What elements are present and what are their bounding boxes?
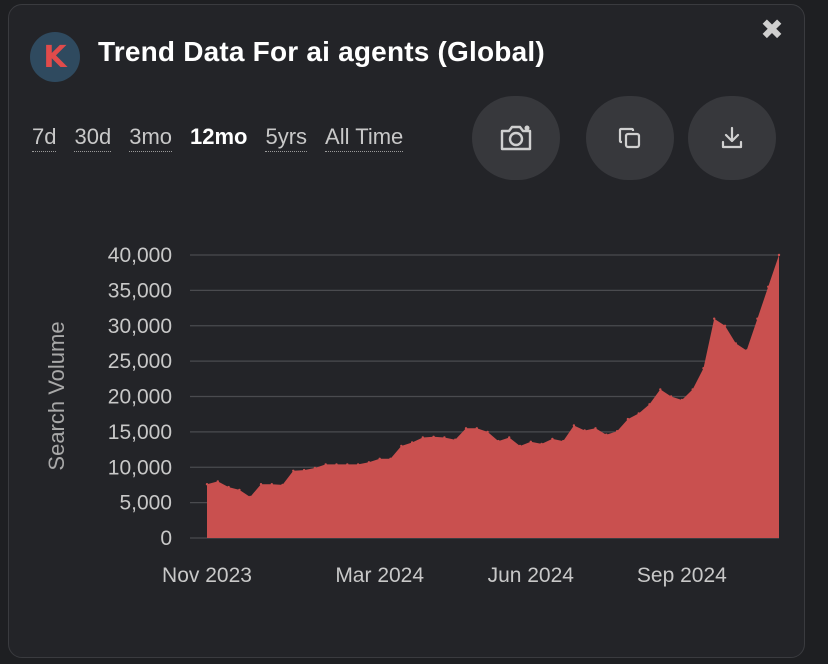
range-3mo[interactable]: 3mo	[129, 124, 172, 152]
download-button[interactable]	[688, 96, 776, 180]
y-axis-label: Search Volume	[44, 321, 69, 470]
data-point	[723, 324, 727, 327]
data-point	[410, 441, 414, 444]
search-volume-area	[207, 255, 779, 538]
data-point	[551, 437, 554, 441]
card-title: Trend Data For ai agents (Global)	[98, 36, 545, 67]
data-point	[367, 461, 371, 464]
data-point	[767, 285, 770, 288]
data-point	[648, 403, 651, 406]
data-point	[292, 469, 295, 472]
data-point	[680, 398, 684, 402]
data-point	[583, 429, 586, 432]
data-point	[777, 253, 781, 257]
data-point	[713, 317, 716, 320]
data-point	[669, 395, 673, 398]
y-tick-label: 10,000	[108, 456, 172, 479]
x-tick-label: Mar 2024	[335, 564, 424, 587]
copy-icon	[618, 127, 641, 149]
logo-letter: K	[43, 39, 67, 75]
data-point	[562, 439, 565, 443]
data-point	[475, 427, 478, 430]
data-point	[216, 480, 219, 483]
screenshot-button[interactable]	[472, 96, 560, 180]
data-point	[637, 412, 640, 415]
y-tick-label: 5,000	[119, 492, 172, 515]
camera-icon	[500, 125, 532, 151]
y-tick-label: 30,000	[108, 315, 172, 338]
data-point	[421, 436, 424, 439]
data-point	[518, 444, 522, 448]
data-point	[270, 483, 273, 486]
data-point	[615, 430, 619, 433]
data-point	[378, 457, 381, 460]
data-point	[259, 483, 263, 486]
y-tick-label: 0	[160, 527, 172, 550]
data-point	[497, 439, 500, 443]
data-point	[605, 433, 608, 436]
data-point	[529, 440, 532, 443]
data-point	[302, 468, 306, 472]
range-all-time[interactable]: All Time	[325, 124, 404, 152]
data-point	[454, 438, 457, 441]
data-point	[594, 427, 597, 430]
brand-logo: K	[30, 32, 80, 82]
copy-button[interactable]	[586, 96, 674, 180]
y-tick-label: 15,000	[108, 421, 172, 444]
data-point	[432, 435, 435, 438]
data-point	[249, 495, 252, 499]
data-point	[486, 430, 489, 434]
range-12mo[interactable]: 12mo	[190, 124, 248, 149]
data-point	[227, 485, 230, 489]
range-5yrs[interactable]: 5yrs	[265, 124, 308, 152]
data-point	[356, 463, 360, 466]
x-tick-label: Nov 2023	[162, 564, 252, 587]
y-tick-label: 20,000	[108, 386, 172, 409]
data-point	[205, 483, 209, 486]
data-point	[313, 466, 317, 470]
data-point	[756, 317, 759, 320]
range-7d[interactable]: 7d	[32, 124, 57, 152]
x-tick-label: Sep 2024	[637, 564, 727, 587]
x-tick-label: Jun 2024	[488, 564, 575, 587]
trend-card	[8, 4, 805, 658]
data-point	[443, 436, 446, 439]
data-point	[745, 349, 748, 352]
y-tick-label: 25,000	[108, 350, 172, 373]
close-icon[interactable]: ✖	[760, 14, 784, 45]
data-point	[346, 463, 349, 466]
data-point	[400, 444, 403, 448]
y-tick-label: 35,000	[108, 279, 172, 302]
data-point	[238, 488, 241, 492]
data-point	[659, 388, 662, 391]
data-point	[281, 483, 284, 487]
data-point	[691, 388, 694, 391]
data-point	[734, 342, 737, 345]
y-tick-label: 40,000	[108, 244, 172, 267]
data-point	[572, 424, 576, 427]
data-point	[540, 442, 543, 446]
download-icon	[721, 126, 743, 149]
time-range-selector: 7d 30d 3mo 12mo 5yrs All Time	[32, 124, 404, 152]
data-point	[702, 367, 705, 370]
data-point	[626, 417, 630, 421]
data-point	[464, 427, 468, 430]
range-30d[interactable]: 30d	[74, 124, 112, 152]
data-point	[508, 436, 511, 439]
data-point	[335, 463, 338, 466]
data-point	[324, 463, 327, 466]
data-point	[389, 457, 392, 460]
